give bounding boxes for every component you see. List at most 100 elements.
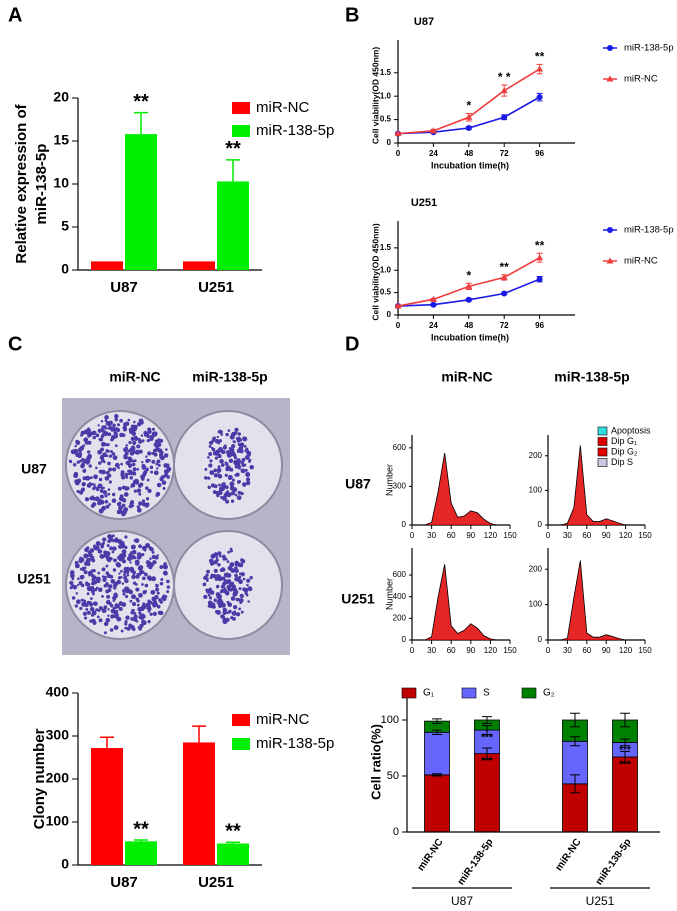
- colony: [149, 562, 154, 568]
- significance: **: [225, 820, 241, 842]
- colony: [230, 499, 235, 503]
- colony: [208, 444, 212, 448]
- y-tick-label: 300: [393, 482, 407, 491]
- colony: [79, 557, 85, 563]
- colony: [139, 569, 144, 575]
- colony: [76, 460, 80, 464]
- row-label: U251: [341, 591, 375, 607]
- marker: [394, 130, 402, 137]
- colony: [203, 594, 208, 600]
- colony: [164, 595, 168, 599]
- colony: [124, 535, 128, 539]
- colony: [101, 441, 106, 447]
- bar: [183, 742, 215, 865]
- colony: [159, 565, 164, 569]
- colony: [106, 544, 110, 547]
- x-tick-label: 60: [582, 646, 591, 655]
- colony: [146, 478, 150, 482]
- colony: [102, 490, 108, 495]
- colony: [138, 592, 143, 598]
- error-bar: [482, 725, 492, 736]
- x-tick-label: U251: [198, 279, 234, 296]
- colony: [238, 445, 244, 451]
- colony: [112, 427, 117, 432]
- colony: [166, 585, 171, 589]
- x-tick-label: 96: [535, 321, 544, 330]
- colony: [235, 437, 239, 440]
- error-bar: [192, 725, 206, 743]
- colony: [104, 427, 108, 430]
- legend-label: miR-NC: [256, 711, 309, 728]
- colony: [109, 426, 114, 431]
- x-tick-label: 0: [546, 646, 551, 655]
- colony: [101, 425, 106, 430]
- colony: [232, 440, 235, 443]
- histogram: [548, 445, 645, 526]
- colony: [108, 480, 112, 484]
- colony: [224, 572, 230, 578]
- colony: [151, 432, 157, 437]
- colony: [110, 578, 116, 584]
- column-header: miR-NC: [109, 369, 160, 385]
- significance: ***: [619, 745, 631, 756]
- colony: [74, 560, 79, 565]
- colony: [155, 556, 159, 560]
- colony: [217, 563, 221, 567]
- colony: [123, 427, 127, 432]
- colony: [127, 463, 133, 468]
- colony: [221, 554, 226, 559]
- colony: [138, 565, 144, 571]
- colony: [225, 432, 229, 437]
- colony: [144, 502, 150, 508]
- colony: [232, 451, 236, 455]
- colony: [110, 437, 114, 442]
- x-axis-label: Incubation time(h): [431, 160, 509, 170]
- error-bar: [432, 773, 442, 777]
- colony: [153, 452, 158, 457]
- colony: [216, 493, 220, 498]
- y-tick-label: 100: [529, 600, 543, 609]
- colony: [70, 449, 76, 455]
- colony: [117, 486, 122, 491]
- colony: [231, 616, 236, 621]
- colony: [212, 574, 217, 579]
- error-bar: [620, 712, 630, 728]
- colony: [107, 492, 111, 496]
- colony: [102, 452, 107, 458]
- colony: [104, 553, 110, 558]
- colony: [129, 599, 133, 603]
- colony: [95, 576, 101, 582]
- colony: [237, 466, 241, 470]
- y-tick-label: 20: [53, 89, 69, 105]
- colony: [204, 576, 208, 580]
- colony: [162, 486, 166, 490]
- colony: [159, 610, 164, 616]
- colony: [150, 470, 154, 474]
- colony: [139, 482, 144, 487]
- colony: [124, 569, 130, 574]
- colony: [156, 591, 160, 595]
- legend-label: miR-138-5p: [256, 122, 334, 139]
- x-tick-label: 120: [484, 646, 498, 655]
- legend-label: miR-138-5p: [256, 735, 334, 752]
- colony: [213, 552, 219, 557]
- colony: [143, 430, 148, 436]
- y-tick-label: 10: [53, 175, 69, 191]
- colony: [227, 492, 232, 497]
- colony: [227, 453, 232, 458]
- colony: [141, 620, 147, 626]
- x-tick-label: U87: [110, 279, 138, 296]
- colony: [166, 579, 170, 584]
- colony: [87, 434, 91, 438]
- colony: [146, 564, 150, 568]
- colony: [138, 615, 143, 620]
- colony: [102, 486, 105, 490]
- colony: [117, 502, 121, 506]
- colony: [110, 614, 115, 619]
- colony: [110, 608, 116, 614]
- colony: [213, 473, 219, 478]
- colony: [100, 458, 105, 463]
- colony: [245, 477, 251, 482]
- colony: [247, 586, 253, 592]
- colony: [135, 574, 140, 579]
